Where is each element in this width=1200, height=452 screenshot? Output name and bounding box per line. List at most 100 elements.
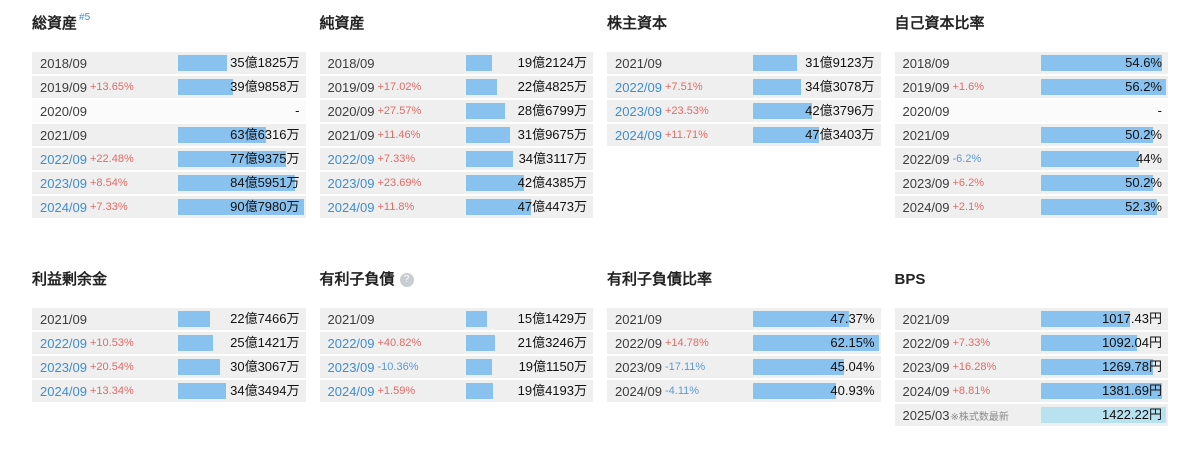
year-label: 2020/09 bbox=[40, 103, 87, 119]
table-row: 2020/09 - bbox=[894, 100, 1168, 122]
metric-card: 自己資本比率 2018/09 54.6% 2019/09 +1.6% 56.2% 2020/… bbox=[894, 14, 1168, 220]
table-row: 2024/09 -4.11% 40.93% bbox=[607, 380, 881, 402]
value-bar bbox=[1040, 127, 1153, 143]
year-label: 2021/09 bbox=[615, 311, 662, 327]
table-row: 2022/09 -6.2% 44% bbox=[894, 148, 1168, 170]
metric-card: 純資産 2018/09 19億2124万 2019/09 +17.02% 22億4825万… bbox=[319, 14, 593, 220]
value-label: 34億3494万 bbox=[230, 383, 300, 398]
year-link[interactable]: 2022/09 bbox=[40, 335, 87, 351]
metric-title: 有利子負債 bbox=[319, 271, 395, 288]
table-row: 2024/09 +2.1% 52.3% bbox=[894, 196, 1168, 218]
value-bar bbox=[1040, 335, 1137, 351]
value-bar bbox=[178, 359, 221, 375]
bar-zone bbox=[178, 127, 303, 143]
year-label: 2019/09 bbox=[327, 79, 375, 95]
change-percent: +1.59% bbox=[377, 385, 416, 397]
metric-rows: 2021/09 15億1429万 2022/09 +40.82% 21億3246万 202… bbox=[319, 308, 593, 402]
table-row: 2019/09 +1.6% 56.2% bbox=[894, 76, 1168, 98]
change-percent: -17.11% bbox=[665, 361, 706, 373]
value-bar bbox=[753, 79, 801, 95]
value-bar bbox=[1040, 175, 1153, 191]
metric-title: 総資産 bbox=[32, 15, 78, 32]
year-link[interactable]: 2022/09 bbox=[615, 79, 662, 95]
bar-zone bbox=[465, 55, 591, 71]
metric-title: 有利子負債比率 bbox=[607, 271, 713, 288]
year-link[interactable]: 2022/09 bbox=[327, 151, 375, 167]
year-label: 2025/03 bbox=[902, 407, 950, 423]
year-link[interactable]: 2024/09 bbox=[327, 199, 375, 215]
change-percent: +10.53% bbox=[90, 337, 134, 349]
table-row: 2024/09 +7.33% 90億7980万 bbox=[32, 196, 306, 218]
year-link[interactable]: 2023/09 bbox=[40, 175, 87, 191]
year-link[interactable]: 2022/09 bbox=[327, 335, 375, 351]
year-link[interactable]: 2024/09 bbox=[40, 199, 87, 215]
bar-zone bbox=[178, 79, 303, 95]
year-link[interactable]: 2023/09 bbox=[615, 103, 662, 119]
value-bar bbox=[178, 151, 286, 167]
bar-zone bbox=[1040, 407, 1166, 423]
table-row: 2022/09 +22.48% 77億9375万 bbox=[32, 148, 306, 170]
value-bar bbox=[753, 127, 819, 143]
year-label: 2021/09 bbox=[327, 311, 375, 327]
bar-zone bbox=[465, 79, 591, 95]
bar-zone bbox=[465, 103, 591, 119]
metric-rows: 2018/09 19億2124万 2019/09 +17.02% 22億4825万 202… bbox=[319, 52, 593, 218]
bar-zone bbox=[178, 311, 303, 327]
bar-zone bbox=[465, 335, 591, 351]
value-bar bbox=[1040, 79, 1166, 95]
value-bar bbox=[178, 383, 226, 399]
value-bar bbox=[753, 383, 836, 399]
year-link[interactable]: 2024/09 bbox=[615, 127, 662, 143]
bar-zone bbox=[178, 103, 303, 119]
value-bar bbox=[465, 383, 493, 399]
metric-header: 総資産 #5 bbox=[32, 12, 306, 36]
value-label: 1422.22円 bbox=[1102, 407, 1162, 422]
table-row: 2023/09 -17.11% 45.04% bbox=[607, 356, 881, 378]
year-link[interactable]: 2023/09 bbox=[327, 359, 375, 375]
value-label: 34億3078万 bbox=[805, 79, 875, 94]
year-link[interactable]: 2023/09 bbox=[40, 359, 87, 375]
metric-card: BPS 2021/09 1017.43円 2022/09 +7.33% 1092.04円 2… bbox=[894, 270, 1168, 428]
value-bar bbox=[178, 55, 227, 71]
value-label: 22億4825万 bbox=[517, 79, 587, 94]
value-label: 47億4473万 bbox=[517, 199, 587, 214]
year-label: 2021/09 bbox=[902, 311, 950, 327]
change-percent: +8.54% bbox=[90, 177, 128, 189]
bar-zone bbox=[178, 175, 303, 191]
bar-zone bbox=[1040, 359, 1166, 375]
table-row: 2021/09 47.37% bbox=[607, 308, 881, 330]
year-label: 2023/09 bbox=[902, 175, 950, 191]
table-row: 2024/09 +11.8% 47億4473万 bbox=[319, 196, 593, 218]
year-link[interactable]: 2024/09 bbox=[327, 383, 375, 399]
metric-card: 株主資本 2021/09 31億9123万 2022/09 +7.51% 34億3078万… bbox=[607, 14, 881, 148]
value-label: 45.04% bbox=[830, 359, 875, 374]
value-bar bbox=[178, 175, 295, 191]
value-bar bbox=[1040, 383, 1163, 399]
table-row: 2022/09 +7.51% 34億3078万 bbox=[607, 76, 881, 98]
change-percent: +7.33% bbox=[952, 337, 991, 349]
value-bar bbox=[465, 359, 493, 375]
value-label: 15億1429万 bbox=[517, 311, 587, 326]
year-link[interactable]: 2024/09 bbox=[40, 383, 87, 399]
rank-link[interactable]: #5 bbox=[79, 12, 91, 23]
value-label: 1269.78円 bbox=[1102, 359, 1162, 374]
table-row: 2021/09 22億7466万 bbox=[32, 308, 306, 330]
year-link[interactable]: 2022/09 bbox=[40, 151, 87, 167]
table-row: 2024/09 +1.59% 19億4193万 bbox=[319, 380, 593, 402]
change-percent: +1.6% bbox=[952, 81, 985, 93]
value-label: 50.2% bbox=[1125, 175, 1162, 190]
year-label: 2021/09 bbox=[615, 55, 662, 71]
change-percent: +11.8% bbox=[377, 201, 415, 213]
metric-header: 株主資本 bbox=[607, 14, 881, 36]
metric-rows: 2021/09 31億9123万 2022/09 +7.51% 34億3078万 2023… bbox=[607, 52, 881, 146]
table-row: 2024/09 +8.81% 1381.69円 bbox=[894, 380, 1168, 402]
info-icon[interactable]: ? bbox=[399, 273, 414, 287]
value-label: 1092.04円 bbox=[1102, 335, 1162, 350]
table-row: 2021/09 31億9123万 bbox=[607, 52, 881, 74]
year-label: 2023/09 bbox=[902, 359, 950, 375]
year-label: 2021/09 bbox=[902, 127, 950, 143]
metric-rows: 2021/09 1017.43円 2022/09 +7.33% 1092.04円 2023… bbox=[894, 308, 1168, 426]
value-label: 90億7980万 bbox=[230, 199, 300, 214]
year-link[interactable]: 2023/09 bbox=[327, 175, 375, 191]
value-bar bbox=[753, 359, 845, 375]
